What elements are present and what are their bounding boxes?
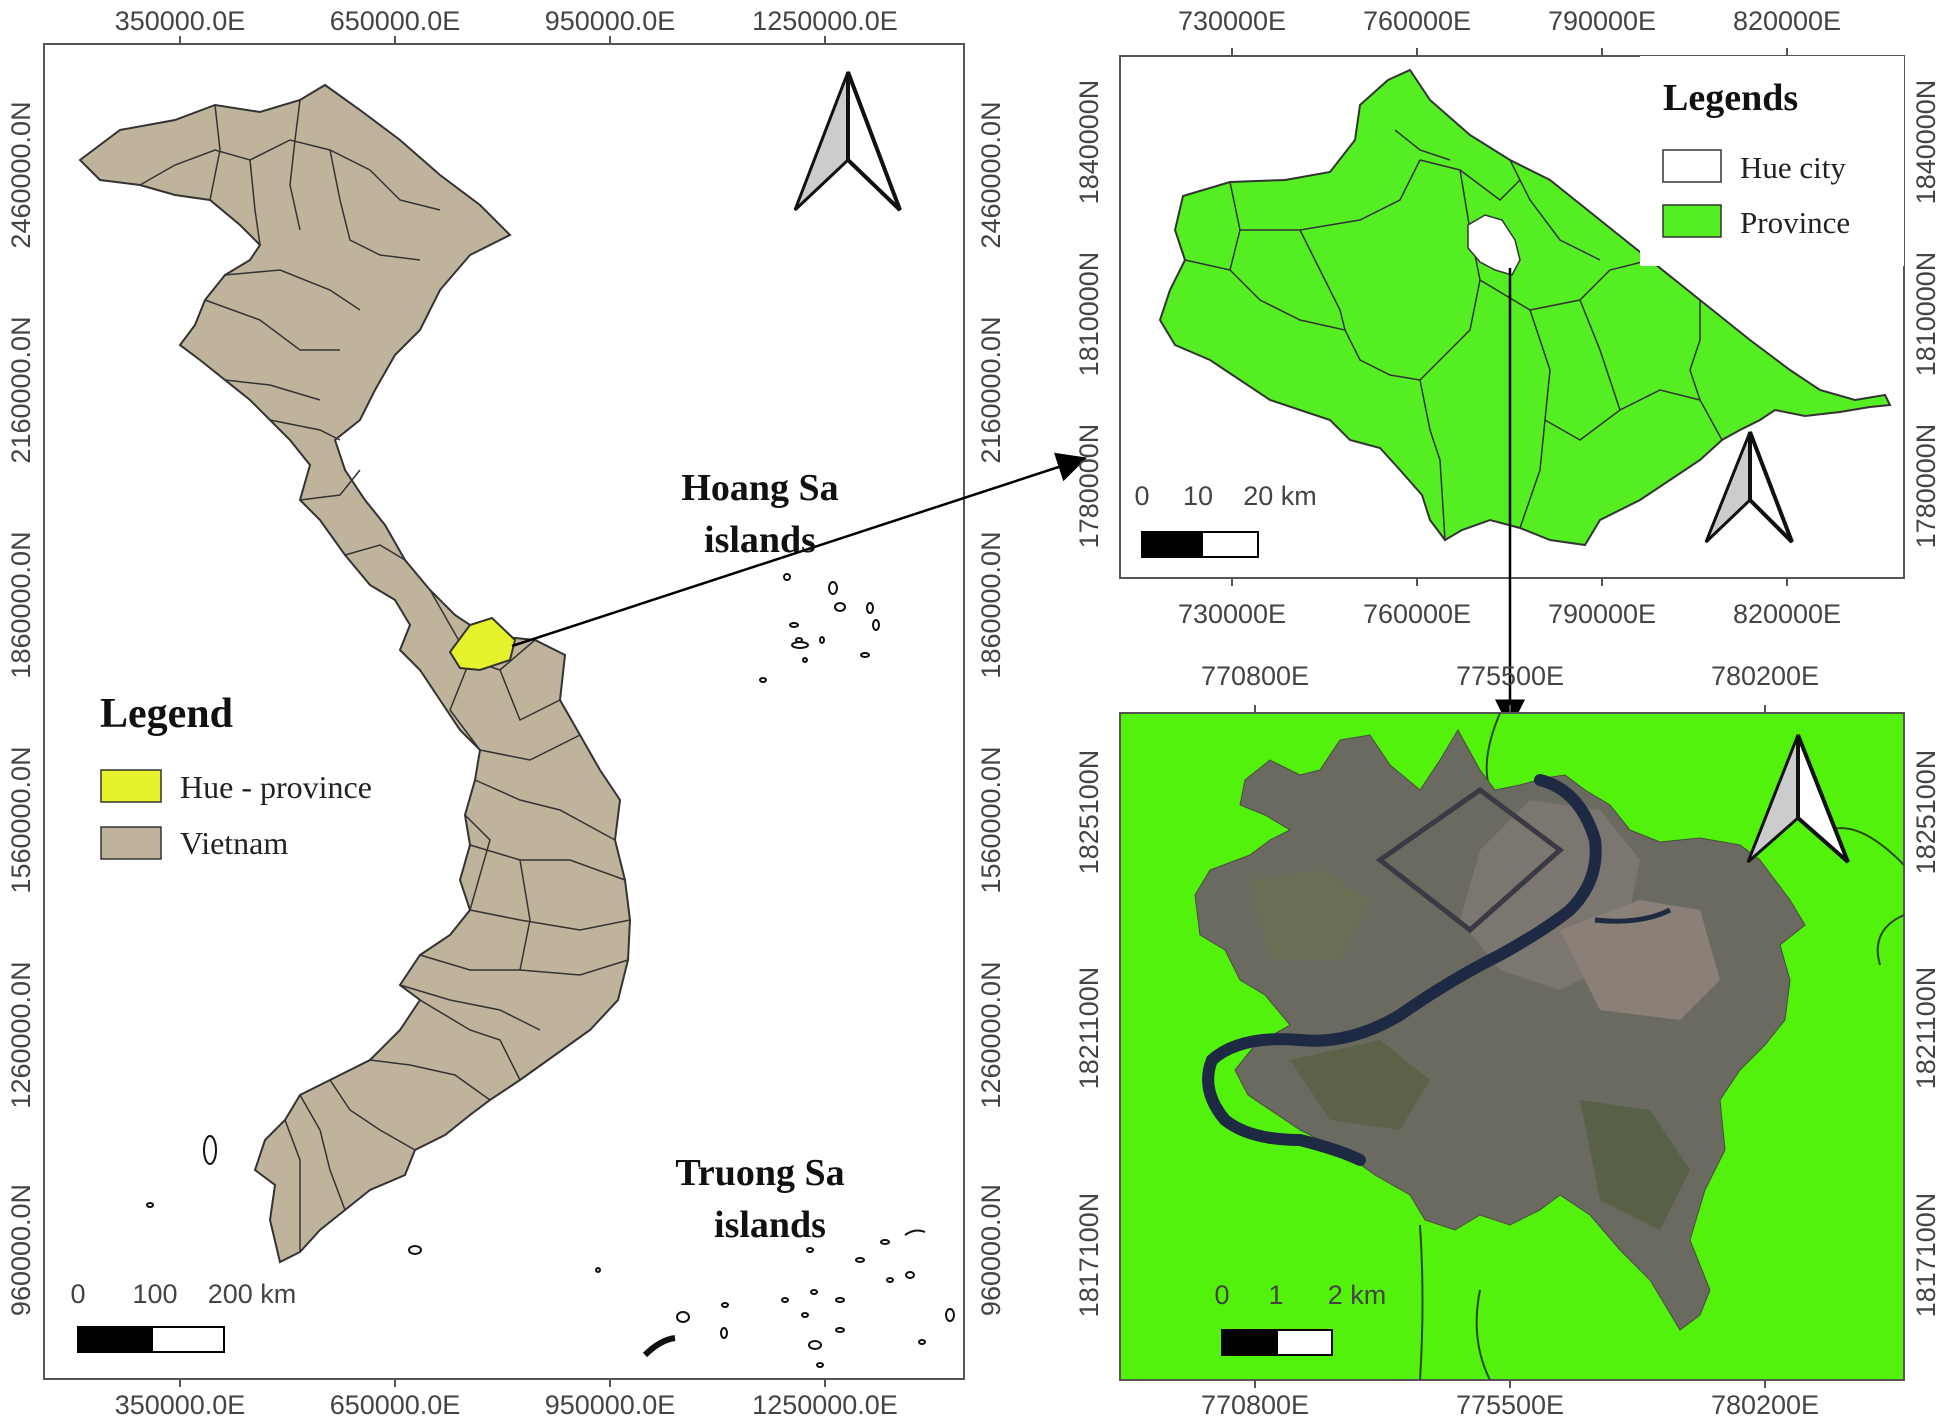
prov-x-tick-bottom-1: 730000E: [1178, 599, 1286, 629]
vietnam-province-boundaries: [139, 99, 631, 1252]
city-x-tick-bottom-1: 770800E: [1201, 1390, 1309, 1420]
prov-x-tick-bottom-2: 760000E: [1363, 599, 1471, 629]
city-scale-label-0: 0: [1214, 1280, 1229, 1310]
province-legend-title: Legends: [1663, 77, 1798, 119]
province-scale-bar: 0 10 20 km: [1134, 481, 1317, 558]
perfume-river: [1202, 774, 1602, 1166]
province-district-boundaries: [1184, 129, 1723, 541]
prov-scale-label-20: 20 km: [1243, 481, 1317, 511]
prov-x-tick-bottom-3: 790000E: [1548, 599, 1656, 629]
vn-x-tick-bottom-1: 350000.0E: [115, 1390, 246, 1420]
vn-x-tick-bottom-2: 650000.0E: [330, 1390, 461, 1420]
vietnam-map-panel: 350000.0E 650000.0E 950000.0E 1250000.0E…: [6, 6, 1088, 1420]
city-y-tick-left-1: 1825100N: [1074, 750, 1104, 875]
prov-y-tick-left-2: 1810000N: [1074, 252, 1104, 377]
city-scale-label-2: 2 km: [1328, 1280, 1387, 1310]
vn-y-tick-right-6: 960000.0N: [976, 1184, 1006, 1316]
legend-swatch-province: [1662, 204, 1722, 238]
vn-y-tick-left-4: 1560000.0N: [6, 746, 36, 893]
truong-sa-label-line2: islands: [714, 1204, 826, 1246]
vn-y-tick-right-3: 1860000.0N: [976, 531, 1006, 678]
legend-swatch-hue-city: [1662, 149, 1722, 183]
vn-y-tick-left-6: 960000.0N: [6, 1184, 36, 1316]
hoang-sa-label-line1: Hoang Sa: [681, 467, 838, 509]
city-y-tick-right-1: 1825100N: [1911, 750, 1941, 875]
vn-y-tick-right-1: 2460000.0N: [976, 101, 1006, 248]
vietnam-legend: Legend Hue - province Vietnam: [100, 691, 372, 861]
truong-sa-label-line1: Truong Sa: [675, 1152, 844, 1194]
hue-province-highlight: [448, 616, 517, 672]
prov-scale-label-0: 0: [1134, 481, 1149, 511]
vn-scale-label-200: 200 km: [208, 1279, 297, 1309]
prov-x-tick-top-4: 820000E: [1733, 6, 1841, 36]
hoang-sa-label-line2: islands: [704, 519, 816, 561]
city-x-tick-top-3: 780200E: [1711, 661, 1819, 691]
vn-scale-label-0: 0: [70, 1279, 85, 1309]
vietnam-to-province-arrow: [511, 452, 1088, 648]
legend-swatch-hue-province: [100, 769, 162, 803]
vn-x-tick-top-4: 1250000.0E: [752, 6, 898, 36]
city-x-tick-bottom-2: 775500E: [1456, 1390, 1564, 1420]
legend-label-province: Province: [1740, 205, 1850, 240]
hoang-sa-islands-shapes: [759, 573, 880, 683]
river-branch: [1594, 907, 1672, 924]
legend-label-hue-province: Hue - province: [180, 769, 372, 805]
prov-y-tick-left-3: 1780000N: [1074, 424, 1104, 549]
vn-y-tick-right-5: 1260000.0N: [976, 961, 1006, 1108]
city-scale-label-1: 1: [1268, 1280, 1283, 1310]
city-y-tick-right-3: 1817100N: [1911, 1193, 1941, 1318]
prov-y-tick-right-2: 1810000N: [1911, 252, 1941, 377]
province-north-arrow-icon: [1704, 431, 1794, 544]
vn-y-tick-left-2: 2160000.0N: [6, 316, 36, 463]
vn-x-tick-top-1: 350000.0E: [115, 6, 246, 36]
prov-scale-label-10: 10: [1183, 481, 1213, 511]
city-y-tick-left-2: 1821100N: [1074, 967, 1104, 1090]
province-legend: Legends Hue city Province: [1640, 56, 1904, 266]
legend-label-vietnam: Vietnam: [180, 825, 288, 861]
prov-x-tick-top-1: 730000E: [1178, 6, 1286, 36]
legend-label-hue-city: Hue city: [1740, 150, 1846, 185]
vietnam-legend-title: Legend: [100, 691, 233, 737]
city-north-arrow-icon: [1746, 734, 1850, 864]
city-x-tick-bottom-3: 780200E: [1711, 1390, 1819, 1420]
vn-x-tick-bottom-4: 1250000.0E: [752, 1390, 898, 1420]
legend-swatch-vietnam: [100, 826, 162, 860]
vietnam-north-arrow-icon: [793, 71, 902, 212]
city-y-tick-left-3: 1817100N: [1074, 1193, 1104, 1318]
vn-x-tick-bottom-3: 950000.0E: [545, 1390, 676, 1420]
hue-city-shape: [1467, 214, 1521, 276]
vn-x-tick-top-2: 650000.0E: [330, 6, 461, 36]
vietnam-scale-bar: 0 100 200 km: [70, 1279, 297, 1353]
citadel-walls: [1375, 786, 1564, 934]
city-map-panel: 770800E 775500E 780200E 770800E 775500E …: [1074, 661, 1941, 1420]
prov-x-tick-bottom-4: 820000E: [1733, 599, 1841, 629]
vn-y-tick-left-1: 2460000.0N: [6, 101, 36, 248]
city-x-tick-top-2: 775500E: [1456, 661, 1564, 691]
city-scale-bar: 0 1 2 km: [1214, 1280, 1387, 1356]
province-map-panel: 730000E 760000E 790000E 820000E 730000E …: [1074, 6, 1941, 730]
vn-scale-label-100: 100: [132, 1279, 177, 1309]
city-x-tick-top-1: 770800E: [1201, 661, 1309, 691]
prov-y-tick-left-1: 1840000N: [1074, 80, 1104, 205]
vn-y-tick-right-4: 1560000.0N: [976, 746, 1006, 893]
vietnam-top-ticks: [179, 36, 826, 1387]
vn-y-tick-right-2: 2160000.0N: [976, 316, 1006, 463]
prov-x-tick-top-2: 760000E: [1363, 6, 1471, 36]
vn-y-tick-left-5: 1260000.0N: [6, 961, 36, 1108]
vn-x-tick-top-3: 950000.0E: [545, 6, 676, 36]
city-y-tick-right-2: 1821100N: [1911, 967, 1941, 1090]
vn-y-tick-left-3: 1860000.0N: [6, 531, 36, 678]
prov-y-tick-right-3: 1780000N: [1911, 424, 1941, 549]
prov-x-tick-top-3: 790000E: [1548, 6, 1656, 36]
truong-sa-islands-shapes: [146, 1135, 955, 1368]
prov-y-tick-right-1: 1840000N: [1911, 80, 1941, 205]
